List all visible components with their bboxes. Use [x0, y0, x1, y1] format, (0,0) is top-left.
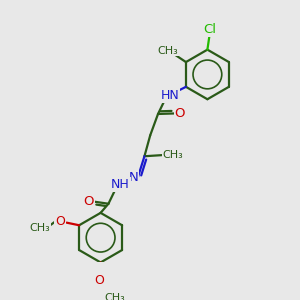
Text: N: N [128, 171, 138, 184]
Text: O: O [56, 215, 65, 228]
Text: CH₃: CH₃ [105, 293, 125, 300]
Text: HN: HN [160, 89, 179, 102]
Text: O: O [94, 274, 104, 287]
Text: O: O [83, 195, 94, 208]
Text: Cl: Cl [203, 23, 216, 36]
Text: NH: NH [111, 178, 130, 191]
Text: CH₃: CH₃ [30, 223, 50, 233]
Text: O: O [175, 107, 185, 120]
Text: CH₃: CH₃ [163, 150, 184, 160]
Text: CH₃: CH₃ [157, 46, 178, 56]
